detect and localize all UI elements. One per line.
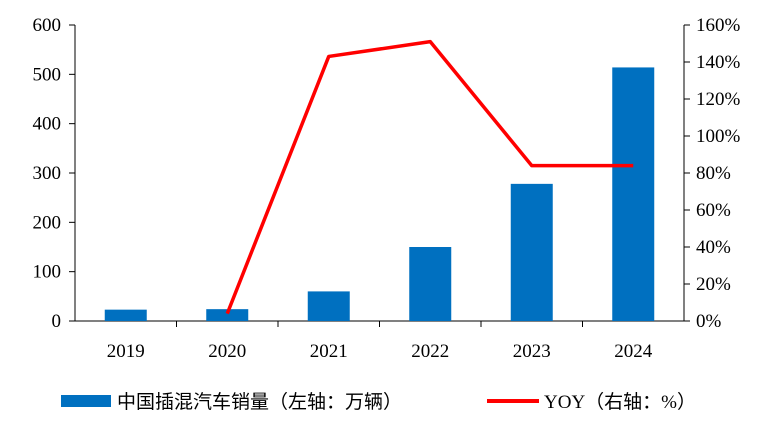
bar-2021 — [307, 291, 350, 321]
legend: 中国插混汽车销量（左轴：万辆） YOY（右轴：%） — [61, 391, 696, 413]
right-tick-label: 40% — [696, 237, 731, 258]
left-tick-label: 200 — [33, 212, 62, 233]
x-tick-label: 2023 — [513, 341, 551, 362]
right-tick-label: 0% — [696, 311, 722, 332]
right-tick-label: 140% — [696, 52, 741, 73]
x-tick-label: 2019 — [107, 341, 145, 362]
tick-labels: 0 100 200 300 400 500 600 0% 20% 40% 60% 80% 100% 120… — [33, 15, 741, 362]
right-tick-label: 120% — [696, 89, 741, 110]
bar-2024 — [612, 67, 655, 321]
yoy-line — [225, 39, 634, 315]
bar-2022 — [409, 247, 452, 321]
axes — [69, 24, 690, 327]
legend-bar-swatch — [61, 395, 111, 407]
right-tick-label: 100% — [696, 126, 741, 147]
line-series — [225, 39, 634, 315]
right-tick-label: 60% — [696, 200, 731, 221]
legend-bar-label: 中国插混汽车销量（左轴：万辆） — [117, 391, 402, 413]
right-tick-label: 80% — [696, 163, 731, 184]
right-tick-label: 20% — [696, 274, 731, 295]
left-tick-label: 400 — [33, 114, 62, 135]
bar-series — [104, 67, 655, 321]
left-tick-label: 600 — [33, 15, 62, 36]
left-tick-label: 100 — [33, 262, 62, 283]
x-tick-label: 2020 — [208, 341, 246, 362]
x-tick-label: 2024 — [614, 341, 653, 362]
bar-2023 — [510, 183, 553, 321]
bar-2020 — [206, 309, 249, 321]
left-tick-label: 300 — [33, 163, 62, 184]
legend-line-label: YOY（右轴：%） — [544, 391, 696, 413]
x-tick-label: 2021 — [310, 341, 348, 362]
bar-2019 — [104, 309, 147, 321]
x-tick-label: 2022 — [411, 341, 449, 362]
right-tick-label: 160% — [696, 15, 741, 36]
left-tick-label: 0 — [52, 311, 62, 332]
left-tick-label: 500 — [33, 64, 62, 85]
